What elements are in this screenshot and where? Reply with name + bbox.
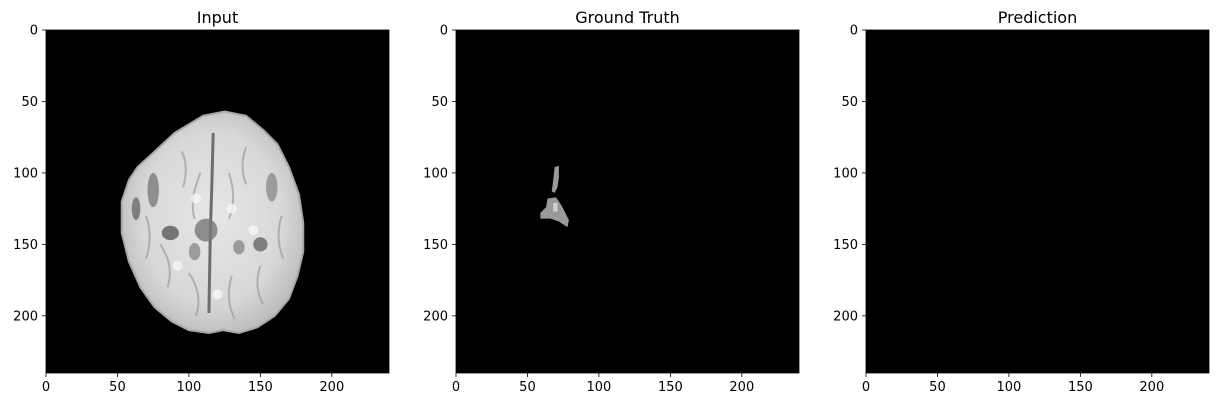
y-tick-label: 150 xyxy=(13,238,38,253)
y-tick-label: 50 xyxy=(21,95,38,110)
x-tick-label: 0 xyxy=(452,380,460,395)
brain-image xyxy=(120,110,305,335)
x-tick-label: 200 xyxy=(1139,380,1164,395)
x-tick-label: 200 xyxy=(319,380,344,395)
y-tick-label: 150 xyxy=(423,238,448,253)
y-tick-label: 50 xyxy=(841,95,858,110)
y-tick-label: 0 xyxy=(440,24,448,39)
panel-ground-truth: Ground Truth 0 50 100 150 200 0 50 100 150 200 xyxy=(423,8,800,395)
x-tick-label: 50 xyxy=(109,380,126,395)
panel-title: Prediction xyxy=(998,8,1077,27)
x-tick-label: 100 xyxy=(997,380,1022,395)
panel-input: Input 0 50 100 150 200 0 50 100 150 200 xyxy=(13,8,390,395)
image-area xyxy=(866,30,1209,373)
x-tick-label: 150 xyxy=(248,380,273,395)
x-tick-label: 100 xyxy=(177,380,202,395)
x-tick-label: 150 xyxy=(1068,380,1093,395)
image-area xyxy=(456,30,799,373)
y-tick-label: 0 xyxy=(850,24,858,39)
x-tick-label: 100 xyxy=(587,380,612,395)
y-tick-label: 200 xyxy=(833,309,858,324)
y-tick-label: 200 xyxy=(423,309,448,324)
panel-title: Ground Truth xyxy=(575,8,680,27)
x-tick-label: 50 xyxy=(929,380,946,395)
y-tick-label: 200 xyxy=(13,309,38,324)
panel-title: Input xyxy=(197,8,238,27)
axes-frame xyxy=(45,29,390,374)
x-tick-label: 0 xyxy=(42,380,50,395)
x-tick-label: 50 xyxy=(519,380,536,395)
axes-frame xyxy=(455,29,800,374)
y-tick-label: 0 xyxy=(30,24,38,39)
y-tick-label: 100 xyxy=(833,166,858,181)
x-tick-label: 0 xyxy=(862,380,870,395)
y-tick-label: 100 xyxy=(13,166,38,181)
y-tick-label: 100 xyxy=(423,166,448,181)
tumor-mask xyxy=(540,165,569,228)
panel-prediction: Prediction 0 50 100 150 200 0 50 100 150 200 xyxy=(833,8,1210,395)
x-tick-label: 200 xyxy=(729,380,754,395)
x-tick-label: 150 xyxy=(658,380,683,395)
y-tick-label: 50 xyxy=(431,95,448,110)
axes-frame xyxy=(865,29,1210,374)
y-tick-label: 150 xyxy=(833,238,858,253)
